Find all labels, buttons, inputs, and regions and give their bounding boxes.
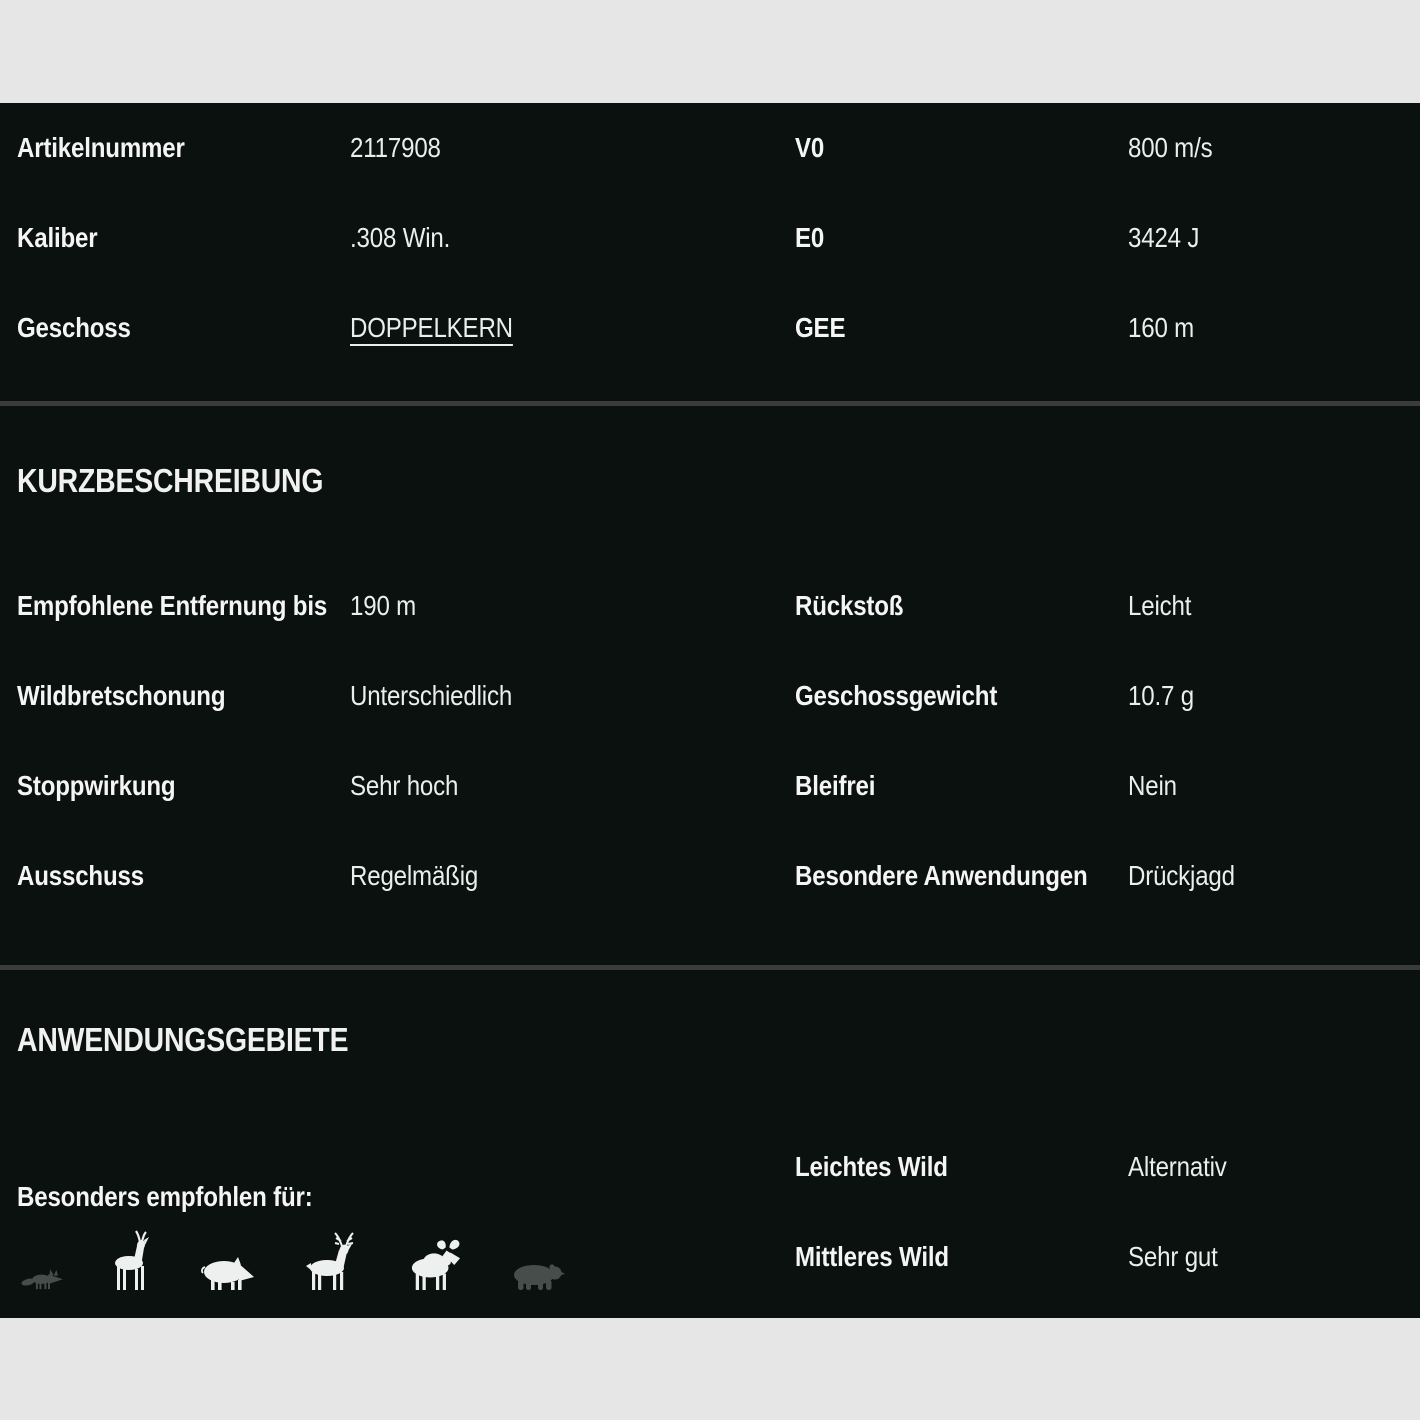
kb-label-text: Wildbretschonung <box>17 680 226 711</box>
kb-value-text: Leicht <box>1128 590 1192 621</box>
spec-label: E0 <box>795 222 1128 254</box>
spec-row: Geschoss DOPPELKERN GEE 160 m <box>17 283 1403 373</box>
geschoss-link[interactable]: DOPPELKERN <box>350 312 513 343</box>
kb-label: Ausschuss <box>17 860 350 892</box>
spec-table-section: Artikelnummer 2117908 V0 800 m/s Kaliber .308… <box>0 103 1420 401</box>
spec-rows: Artikelnummer 2117908 V0 800 m/s Kaliber .308… <box>17 103 1403 373</box>
spec-row: Artikelnummer 2117908 V0 800 m/s <box>17 103 1403 193</box>
spec-label-text: Geschoss <box>17 312 131 343</box>
spec-label: Artikelnummer <box>17 132 350 164</box>
top-spacer <box>0 0 1420 103</box>
kb-value-text: Regelmäßig <box>350 860 479 891</box>
ag-value: Sehr gut <box>1128 1241 1403 1273</box>
anwendungsgebiete-rows: Leichtes Wild Alternativ Mittleres Wild Seh… <box>795 1122 1403 1302</box>
spec-value-text: .308 Win. <box>350 222 451 253</box>
kb-label: Bleifrei <box>795 770 1128 802</box>
kurzbeschreibung-title: KURZBESCHREIBUNG <box>17 451 1403 511</box>
recommended-label: Besonders empfohlen für: <box>17 1181 795 1212</box>
kurzbeschreibung-section: KURZBESCHREIBUNG Empfohlene Entfernung b… <box>0 406 1420 965</box>
kb-label-text: Ausschuss <box>17 860 144 891</box>
kb-row: Ausschuss Regelmäßig Besondere Anwendungen… <box>17 831 1403 921</box>
spec-label-text: Kaliber <box>17 222 98 253</box>
kb-label-text: Stoppwirkung <box>17 770 176 801</box>
kb-value: Regelmäßig <box>350 860 795 892</box>
spec-label-text: E0 <box>795 222 825 253</box>
kb-value-text: 10.7 g <box>1128 680 1194 711</box>
kb-label-text: Bleifrei <box>795 770 876 801</box>
kb-value-text: Unterschiedlich <box>350 680 513 711</box>
ag-label-text: Mittleres Wild <box>795 1241 949 1272</box>
kb-label-text: Rückstoß <box>795 590 904 621</box>
moose-icon <box>407 1238 463 1290</box>
ag-row: Leichtes Wild Alternativ <box>795 1122 1403 1212</box>
kb-value: Nein <box>1128 770 1403 802</box>
kb-label: Wildbretschonung <box>17 680 350 712</box>
spec-label-text: GEE <box>795 312 846 343</box>
kb-value-text: Nein <box>1128 770 1177 801</box>
anwendungsgebiete-section: ANWENDUNGSGEBIETE Besonders empfohlen fü… <box>0 970 1420 1318</box>
spec-value: 160 m <box>1128 312 1403 344</box>
kb-value: Sehr hoch <box>350 770 795 802</box>
anwendungsgebiete-ratings: Leichtes Wild Alternativ Mittleres Wild Seh… <box>795 1070 1403 1302</box>
kurzbeschreibung-rows: Empfohlene Entfernung bis 190 m Rückstoß Le… <box>17 561 1403 921</box>
ag-label-text: Leichtes Wild <box>795 1151 948 1182</box>
spec-value-text: 800 m/s <box>1128 132 1213 163</box>
spec-value: .308 Win. <box>350 222 795 254</box>
kb-row: Wildbretschonung Unterschiedlich Geschossg… <box>17 651 1403 741</box>
kb-value: 190 m <box>350 590 795 622</box>
bottom-spacer <box>0 1318 1420 1420</box>
kb-value-text: Drückjagd <box>1128 860 1235 891</box>
ag-value: Alternativ <box>1128 1151 1403 1183</box>
kb-value: Drückjagd <box>1128 860 1403 892</box>
kb-label: Geschossgewicht <box>795 680 1128 712</box>
spec-row: Kaliber .308 Win. E0 3424 J <box>17 193 1403 283</box>
spec-value: 800 m/s <box>1128 132 1403 164</box>
ag-value-text: Alternativ <box>1128 1151 1227 1182</box>
roe-deer-icon <box>113 1230 153 1290</box>
ag-value-text: Sehr gut <box>1128 1241 1218 1272</box>
red-deer-icon <box>303 1232 359 1290</box>
kb-label-text: Empfohlene Entfernung bis <box>17 590 328 621</box>
section-divider <box>0 965 1420 970</box>
ag-label: Mittleres Wild <box>795 1241 1128 1273</box>
spec-value: 3424 J <box>1128 222 1403 254</box>
spec-label: GEE <box>795 312 1128 344</box>
ag-label: Leichtes Wild <box>795 1151 1128 1183</box>
ag-row: Mittleres Wild Sehr gut <box>795 1212 1403 1302</box>
spec-label-text: V0 <box>795 132 825 163</box>
recommended-label-text: Besonders empfohlen für: <box>17 1181 313 1212</box>
kb-value: 10.7 g <box>1128 680 1403 712</box>
spec-value: DOPPELKERN <box>350 312 795 344</box>
kb-label: Besondere Anwendungen <box>795 860 1128 892</box>
spec-value-text: 3424 J <box>1128 222 1200 253</box>
kb-value-text: 190 m <box>350 590 417 621</box>
bear-icon <box>511 1262 565 1290</box>
spec-value-text: 2117908 <box>350 132 441 163</box>
wild-boar-icon <box>201 1256 255 1290</box>
kb-value-text: Sehr hoch <box>350 770 459 801</box>
spec-value: 2117908 <box>350 132 795 164</box>
fox-icon <box>21 1267 65 1290</box>
kb-row: Stoppwirkung Sehr hoch Bleifrei Nein <box>17 741 1403 831</box>
kb-row: Empfohlene Entfernung bis 190 m Rückstoß Le… <box>17 561 1403 651</box>
animal-icons-row <box>17 1226 795 1290</box>
kurzbeschreibung-title-text: KURZBESCHREIBUNG <box>17 462 324 499</box>
kb-label-text: Besondere Anwendungen <box>795 860 1088 891</box>
product-spec-panel: Artikelnummer 2117908 V0 800 m/s Kaliber .308… <box>0 103 1420 1318</box>
spec-value-text: 160 m <box>1128 312 1195 343</box>
spec-label: Kaliber <box>17 222 350 254</box>
section-divider <box>0 401 1420 406</box>
spec-label: Geschoss <box>17 312 350 344</box>
kb-label: Rückstoß <box>795 590 1128 622</box>
kb-label: Empfohlene Entfernung bis <box>17 590 350 622</box>
recommended-block: Besonders empfohlen für: <box>17 1070 795 1302</box>
kb-value: Unterschiedlich <box>350 680 795 712</box>
spec-label: V0 <box>795 132 1128 164</box>
anwendungsgebiete-title-text: ANWENDUNGSGEBIETE <box>17 1021 349 1058</box>
kb-label-text: Geschossgewicht <box>795 680 998 711</box>
kb-value: Leicht <box>1128 590 1403 622</box>
spec-label-text: Artikelnummer <box>17 132 185 163</box>
kb-label: Stoppwirkung <box>17 770 350 802</box>
anwendungsgebiete-title: ANWENDUNGSGEBIETE <box>17 1010 1403 1070</box>
